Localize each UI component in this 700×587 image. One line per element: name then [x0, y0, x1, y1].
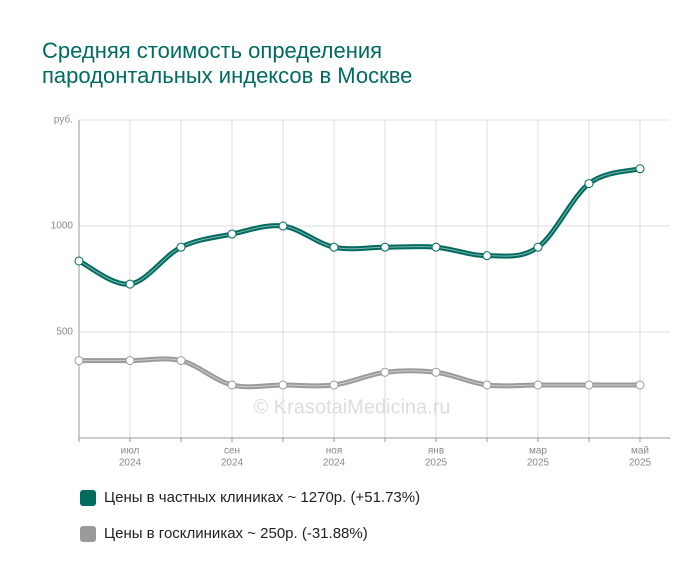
point: [329, 242, 339, 252]
series-line: [79, 356, 640, 390]
point: [176, 242, 186, 252]
x-tick-label: май: [631, 446, 649, 457]
legend-label: Цены в частных клиниках ~ 1270р. (+51.73…: [104, 489, 420, 506]
y-tick-label: руб.: [54, 114, 73, 126]
x-tick-label: мар: [529, 446, 547, 457]
point: [533, 242, 543, 252]
point: [227, 380, 237, 390]
legend-swatch: [80, 526, 96, 542]
y-tick-label: 500: [56, 327, 73, 338]
point: [533, 380, 543, 390]
watermark: © KrasotaiMedicina.ru: [253, 396, 450, 418]
point: [74, 356, 84, 366]
y-tick-label: 1000: [51, 221, 74, 232]
point: [329, 380, 339, 390]
x-tick-label: 2025: [527, 458, 550, 469]
point: [278, 380, 288, 390]
point: [74, 256, 84, 266]
point: [431, 242, 441, 252]
series-line-highlight: [78, 168, 641, 285]
legend-swatch: [80, 490, 96, 506]
chart-title: пародонтальных индексов в Москве: [42, 63, 412, 88]
point: [176, 356, 186, 366]
point: [125, 279, 135, 289]
point: [482, 251, 492, 261]
x-tick-label: 2025: [629, 458, 652, 469]
x-tick-label: 2024: [221, 458, 244, 469]
chart-title: Средняя стоимость определения: [42, 38, 382, 63]
point: [125, 356, 135, 366]
x-tick-label: июл: [121, 446, 140, 457]
point: [584, 380, 594, 390]
point: [278, 221, 288, 231]
point: [431, 367, 441, 377]
x-tick-label: 2024: [323, 458, 346, 469]
x-tick-label: янв: [428, 446, 444, 457]
legend-label: Цены в госклиниках ~ 250р. (-31.88%): [104, 525, 368, 542]
x-tick-label: ноя: [326, 446, 343, 457]
x-tick-label: сен: [224, 446, 240, 457]
x-tick-label: 2025: [425, 458, 448, 469]
x-tick-label: 2024: [119, 458, 142, 469]
point: [635, 164, 645, 174]
point: [380, 242, 390, 252]
point: [380, 367, 390, 377]
point: [482, 380, 492, 390]
point: [227, 229, 237, 239]
point: [584, 179, 594, 189]
point: [635, 380, 645, 390]
